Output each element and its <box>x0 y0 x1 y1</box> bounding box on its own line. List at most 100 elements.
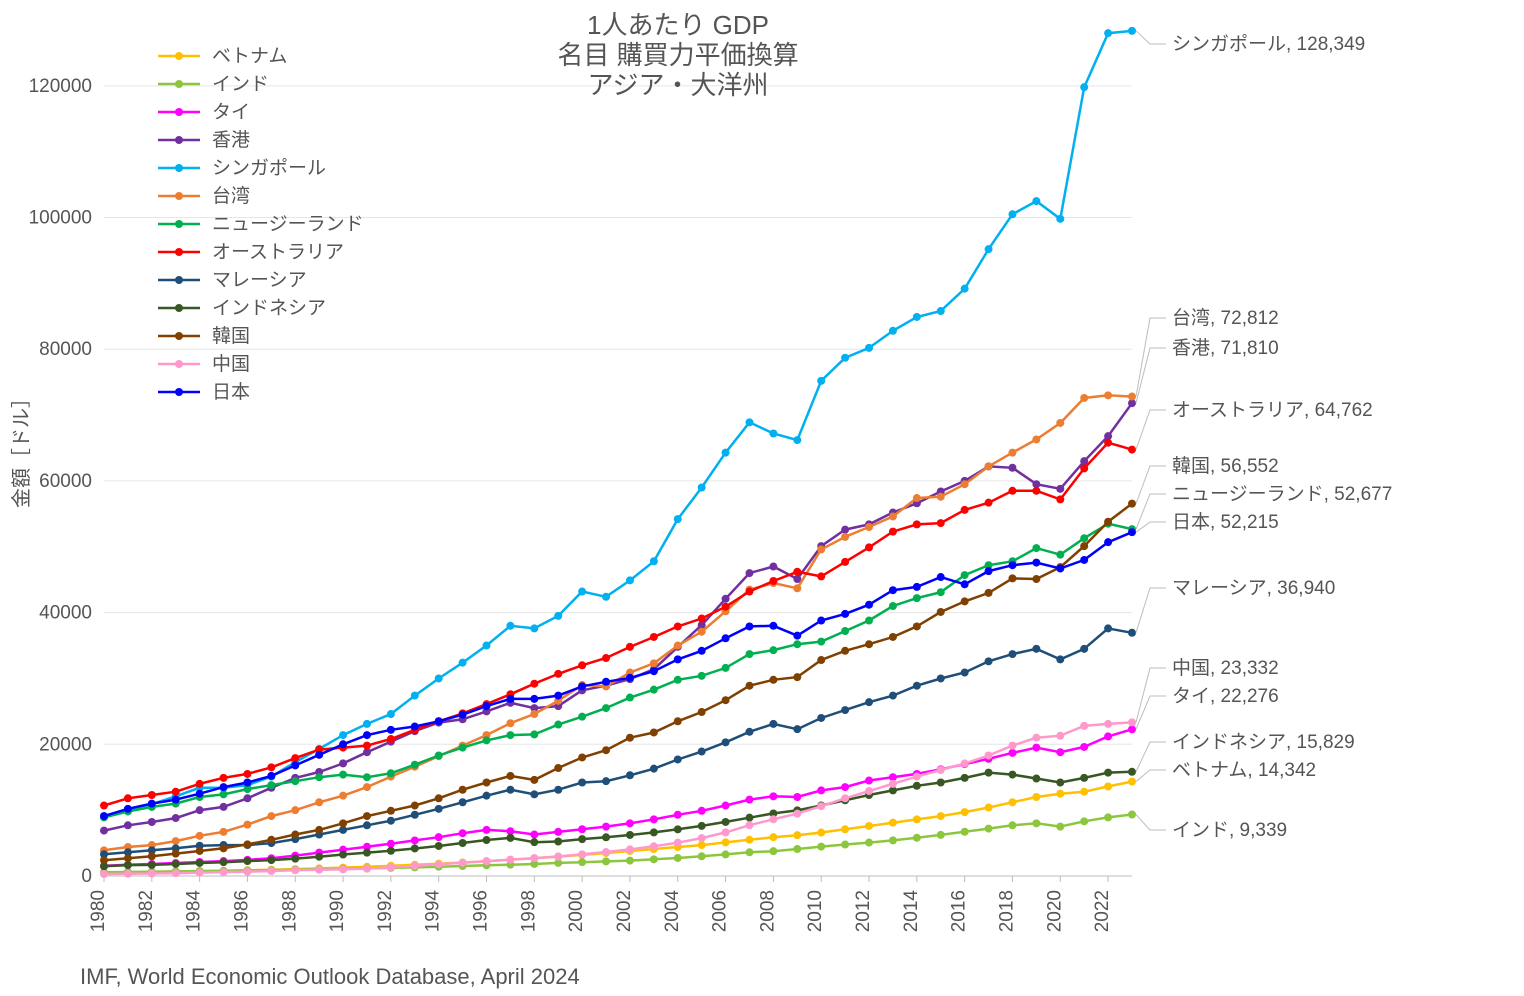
data-point <box>626 831 634 839</box>
data-point <box>291 855 299 863</box>
data-point <box>698 748 706 756</box>
data-point <box>148 852 156 860</box>
data-point <box>769 646 777 654</box>
data-point <box>1128 446 1136 454</box>
data-point <box>1008 561 1016 569</box>
data-point <box>961 759 969 767</box>
data-point <box>745 848 753 856</box>
data-point <box>267 781 275 789</box>
data-point <box>506 786 514 794</box>
data-point <box>530 776 538 784</box>
data-point <box>602 678 610 686</box>
data-point <box>435 717 443 725</box>
data-point <box>483 642 491 650</box>
data-point <box>722 603 730 611</box>
data-point <box>530 790 538 798</box>
data-point <box>841 533 849 541</box>
data-point <box>817 829 825 837</box>
data-point <box>889 586 897 594</box>
data-point <box>1080 743 1088 751</box>
data-point <box>745 728 753 736</box>
data-point <box>100 856 108 864</box>
y-axis-title: 金額［ドル］ <box>10 388 33 508</box>
data-point <box>626 771 634 779</box>
data-point <box>339 771 347 779</box>
series-end-label: タイ, 22,276 <box>1172 685 1279 707</box>
data-point <box>578 713 586 721</box>
data-point <box>196 780 204 788</box>
data-point <box>1080 556 1088 564</box>
data-point <box>698 484 706 492</box>
data-point <box>745 622 753 630</box>
data-point <box>865 640 873 648</box>
data-point <box>411 723 419 731</box>
data-point <box>435 805 443 813</box>
data-point <box>1008 487 1016 495</box>
x-tick-label: 1994 <box>423 890 444 933</box>
data-point <box>841 647 849 655</box>
data-point <box>363 720 371 728</box>
data-point <box>1128 27 1136 35</box>
data-point <box>817 786 825 794</box>
data-point <box>411 692 419 700</box>
data-point <box>459 659 467 667</box>
data-point <box>506 695 514 703</box>
series-end-label: 日本, 52,215 <box>1172 511 1279 533</box>
data-point <box>483 792 491 800</box>
data-point <box>817 377 825 385</box>
data-point <box>865 777 873 785</box>
data-point <box>578 835 586 843</box>
series-end-label: シンガポール, 128,349 <box>1172 33 1365 55</box>
data-point <box>769 833 777 841</box>
data-point <box>315 773 323 781</box>
data-point <box>698 822 706 830</box>
data-point <box>1056 495 1064 503</box>
data-point <box>411 802 419 810</box>
data-point <box>554 853 562 861</box>
data-point <box>172 860 180 868</box>
data-point <box>387 726 395 734</box>
x-tick-label: 2012 <box>853 890 874 932</box>
data-point <box>769 792 777 800</box>
data-point <box>985 589 993 597</box>
data-point <box>339 819 347 827</box>
data-point <box>1056 564 1064 572</box>
data-point <box>1080 83 1088 91</box>
data-point <box>937 493 945 501</box>
data-point <box>100 827 108 835</box>
legend-swatch-marker <box>175 360 183 368</box>
data-point <box>530 854 538 862</box>
data-point <box>435 794 443 802</box>
data-point <box>1128 528 1136 536</box>
x-tick-label: 2004 <box>662 890 683 933</box>
data-point <box>745 814 753 822</box>
data-point <box>1008 771 1016 779</box>
series-end-label: インド, 9,339 <box>1172 820 1287 841</box>
data-point <box>459 798 467 806</box>
x-tick-label: 1990 <box>327 890 348 932</box>
data-point <box>937 307 945 315</box>
data-point <box>722 838 730 846</box>
data-point <box>291 754 299 762</box>
legend-label: 日本 <box>212 381 250 403</box>
data-point <box>913 815 921 823</box>
data-point <box>459 711 467 719</box>
data-point <box>602 593 610 601</box>
x-tick-label: 2018 <box>996 890 1017 932</box>
legend-label: 台湾 <box>212 185 250 207</box>
data-point <box>506 731 514 739</box>
data-point <box>674 676 682 684</box>
data-point <box>267 856 275 864</box>
data-point <box>506 834 514 842</box>
data-point <box>985 462 993 470</box>
data-point <box>745 796 753 804</box>
data-point <box>985 769 993 777</box>
data-point <box>913 583 921 591</box>
y-tick-label: 40000 <box>39 603 92 624</box>
data-point <box>841 841 849 849</box>
data-point <box>1032 744 1040 752</box>
data-point <box>961 828 969 836</box>
data-point <box>841 627 849 635</box>
data-point <box>865 839 873 847</box>
data-point <box>243 857 251 865</box>
